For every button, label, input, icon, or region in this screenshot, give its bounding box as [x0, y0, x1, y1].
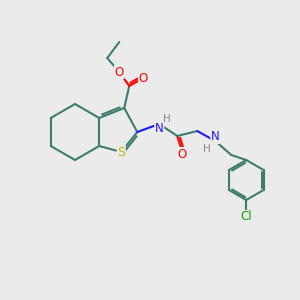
Text: H: H	[203, 144, 211, 154]
Text: Cl: Cl	[240, 211, 252, 224]
Text: O: O	[115, 65, 124, 79]
Text: H: H	[164, 114, 171, 124]
Text: N: N	[155, 122, 164, 136]
Text: N: N	[211, 130, 220, 143]
Text: O: O	[139, 71, 148, 85]
Text: O: O	[178, 148, 187, 160]
Text: S: S	[117, 146, 125, 158]
